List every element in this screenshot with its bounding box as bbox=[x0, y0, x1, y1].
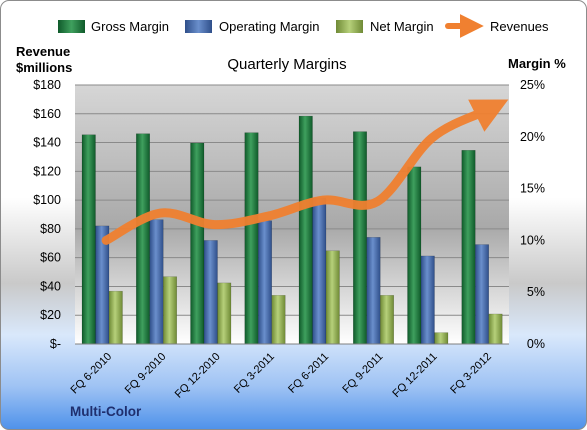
legend-swatch-operating-margin bbox=[185, 20, 212, 33]
left-tick-label: $20 bbox=[40, 308, 61, 322]
legend-label-net-margin: Net Margin bbox=[370, 19, 434, 34]
right-tick-label: 25% bbox=[520, 78, 545, 92]
bars bbox=[81, 115, 503, 345]
legend-item-revenues: Revenues bbox=[445, 14, 549, 38]
bar-net-margin bbox=[434, 332, 449, 345]
legend-item-net-margin: Net Margin bbox=[336, 19, 434, 34]
left-tick-label: $100 bbox=[33, 193, 61, 207]
left-tick-label: $60 bbox=[40, 251, 61, 265]
left-tick-label: $140 bbox=[33, 136, 61, 150]
bar-net-margin bbox=[163, 276, 177, 345]
x-tick-label: FQ 9-2010 bbox=[123, 351, 169, 397]
left-tick-label: $160 bbox=[33, 107, 61, 121]
x-tick-label: FQ 6-2011 bbox=[286, 351, 331, 396]
bar-operating-margin bbox=[258, 220, 272, 345]
x-tick-label: FQ 3-2011 bbox=[232, 351, 277, 396]
right-tick-label: 0% bbox=[527, 337, 545, 351]
right-axis-label: Margin % bbox=[508, 56, 566, 71]
bar-net-margin bbox=[108, 290, 123, 345]
x-tick-label: FQ 6-2010 bbox=[69, 351, 115, 397]
bar-gross-margin bbox=[244, 132, 259, 345]
right-axis-ticks: 0% 5% 10% 15% 20% 25% bbox=[520, 78, 545, 351]
legend-label-revenues: Revenues bbox=[490, 19, 549, 34]
x-tick-label: FQ 3-2012 bbox=[448, 351, 494, 397]
legend-item-gross-margin: Gross Margin bbox=[58, 19, 169, 34]
left-axis-label-line1: Revenue bbox=[16, 44, 70, 59]
bar-gross-margin bbox=[461, 150, 476, 345]
left-tick-label: $80 bbox=[40, 222, 61, 236]
bar-gross-margin bbox=[407, 166, 422, 345]
right-tick-label: 10% bbox=[520, 233, 545, 247]
bar-gross-margin bbox=[190, 142, 205, 345]
right-tick-label: 20% bbox=[520, 130, 545, 144]
left-axis-ticks: $- $20 $40 $60 $80 $100 $120 $140 $160 $180 bbox=[33, 78, 61, 351]
bar-gross-margin bbox=[298, 115, 313, 345]
x-tick-label: FQ 12-2011 bbox=[390, 351, 439, 400]
revenue-line bbox=[101, 99, 509, 245]
legend: Gross Margin Operating Margin Net Margin… bbox=[58, 14, 549, 38]
chart-title: Quarterly Margins bbox=[227, 56, 346, 73]
bar-gross-margin bbox=[136, 133, 150, 345]
legend-item-operating-margin: Operating Margin bbox=[185, 19, 319, 34]
left-tick-label: $180 bbox=[33, 78, 61, 92]
right-tick-label: 15% bbox=[520, 182, 545, 196]
right-tick-label: 5% bbox=[527, 285, 545, 299]
left-tick-label: $40 bbox=[40, 279, 61, 293]
left-tick-label: $120 bbox=[33, 164, 61, 178]
legend-swatch-net-margin bbox=[336, 20, 363, 33]
bar-net-margin bbox=[217, 282, 232, 345]
x-tick-label: FQ 9-2011 bbox=[340, 351, 385, 396]
footer-text: Multi-Color bbox=[70, 404, 142, 419]
bar-net-margin bbox=[380, 295, 394, 345]
bar-net-margin bbox=[488, 313, 503, 345]
legend-swatch-gross-margin bbox=[58, 20, 85, 33]
bar-gross-margin bbox=[81, 134, 96, 345]
bar-net-margin bbox=[271, 295, 286, 345]
bar-operating-margin bbox=[366, 237, 381, 345]
bar-gross-margin bbox=[353, 131, 367, 345]
x-axis-ticks: FQ 6-2010 FQ 9-2010 FQ 12-2010 FQ 3-2011 FQ … bbox=[69, 351, 494, 401]
left-axis-label-line2: $millions bbox=[16, 60, 72, 75]
bar-operating-margin bbox=[475, 244, 489, 345]
revenue-line-path bbox=[101, 99, 509, 245]
legend-label-gross-margin: Gross Margin bbox=[91, 19, 169, 34]
bar-operating-margin bbox=[203, 240, 218, 345]
x-tick-label: FQ 12-2010 bbox=[173, 351, 223, 401]
bar-operating-margin bbox=[312, 197, 327, 345]
bar-operating-margin bbox=[420, 255, 435, 345]
bar-net-margin bbox=[325, 250, 340, 345]
bar-operating-margin bbox=[149, 219, 164, 345]
legend-label-operating-margin: Operating Margin bbox=[219, 19, 319, 34]
left-tick-label: $- bbox=[50, 337, 61, 351]
